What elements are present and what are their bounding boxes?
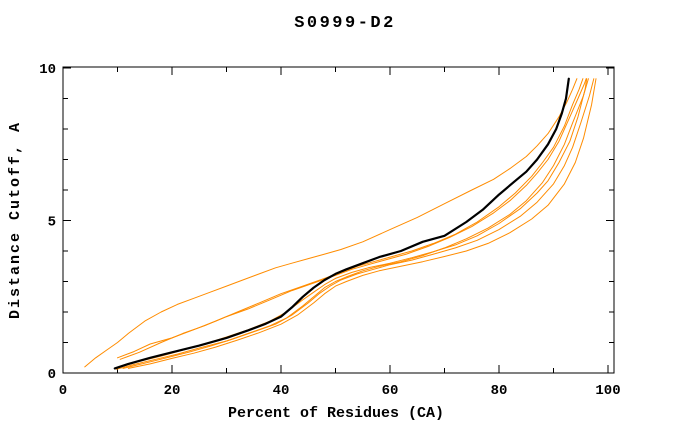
curve-orange-6 bbox=[127, 78, 597, 369]
y-tick-label: 0 bbox=[48, 367, 56, 383]
x-tick-label: 20 bbox=[164, 383, 181, 399]
y-tick-label: 5 bbox=[48, 215, 56, 231]
axis-ticks bbox=[62, 67, 614, 374]
y-tick-label: 10 bbox=[39, 62, 56, 78]
axis-tick-labels: 0 20 40 60 80 100 0 5 10 bbox=[39, 62, 620, 399]
x-tick-label: 80 bbox=[491, 383, 508, 399]
plot-frame bbox=[62, 66, 615, 374]
curves bbox=[84, 77, 597, 370]
curve-orange-7 bbox=[118, 78, 588, 368]
curve-orange-3 bbox=[119, 78, 587, 360]
curve-orange-2 bbox=[117, 78, 584, 359]
curve-orange-outlier bbox=[84, 78, 578, 368]
y-axis-label: Distance Cutoff, A bbox=[7, 121, 24, 319]
x-tick-label: 0 bbox=[59, 383, 67, 399]
curve-black-reference bbox=[113, 77, 570, 370]
frame-box bbox=[62, 66, 615, 374]
curve-orange-5 bbox=[122, 78, 595, 369]
x-tick-label: 100 bbox=[595, 383, 620, 399]
x-tick-label: 40 bbox=[273, 383, 290, 399]
chart-title: S0999-D2 bbox=[294, 14, 396, 33]
x-axis-label: Percent of Residues (CA) bbox=[228, 405, 444, 422]
curve-orange-4 bbox=[115, 78, 589, 370]
x-tick-label: 60 bbox=[382, 383, 399, 399]
